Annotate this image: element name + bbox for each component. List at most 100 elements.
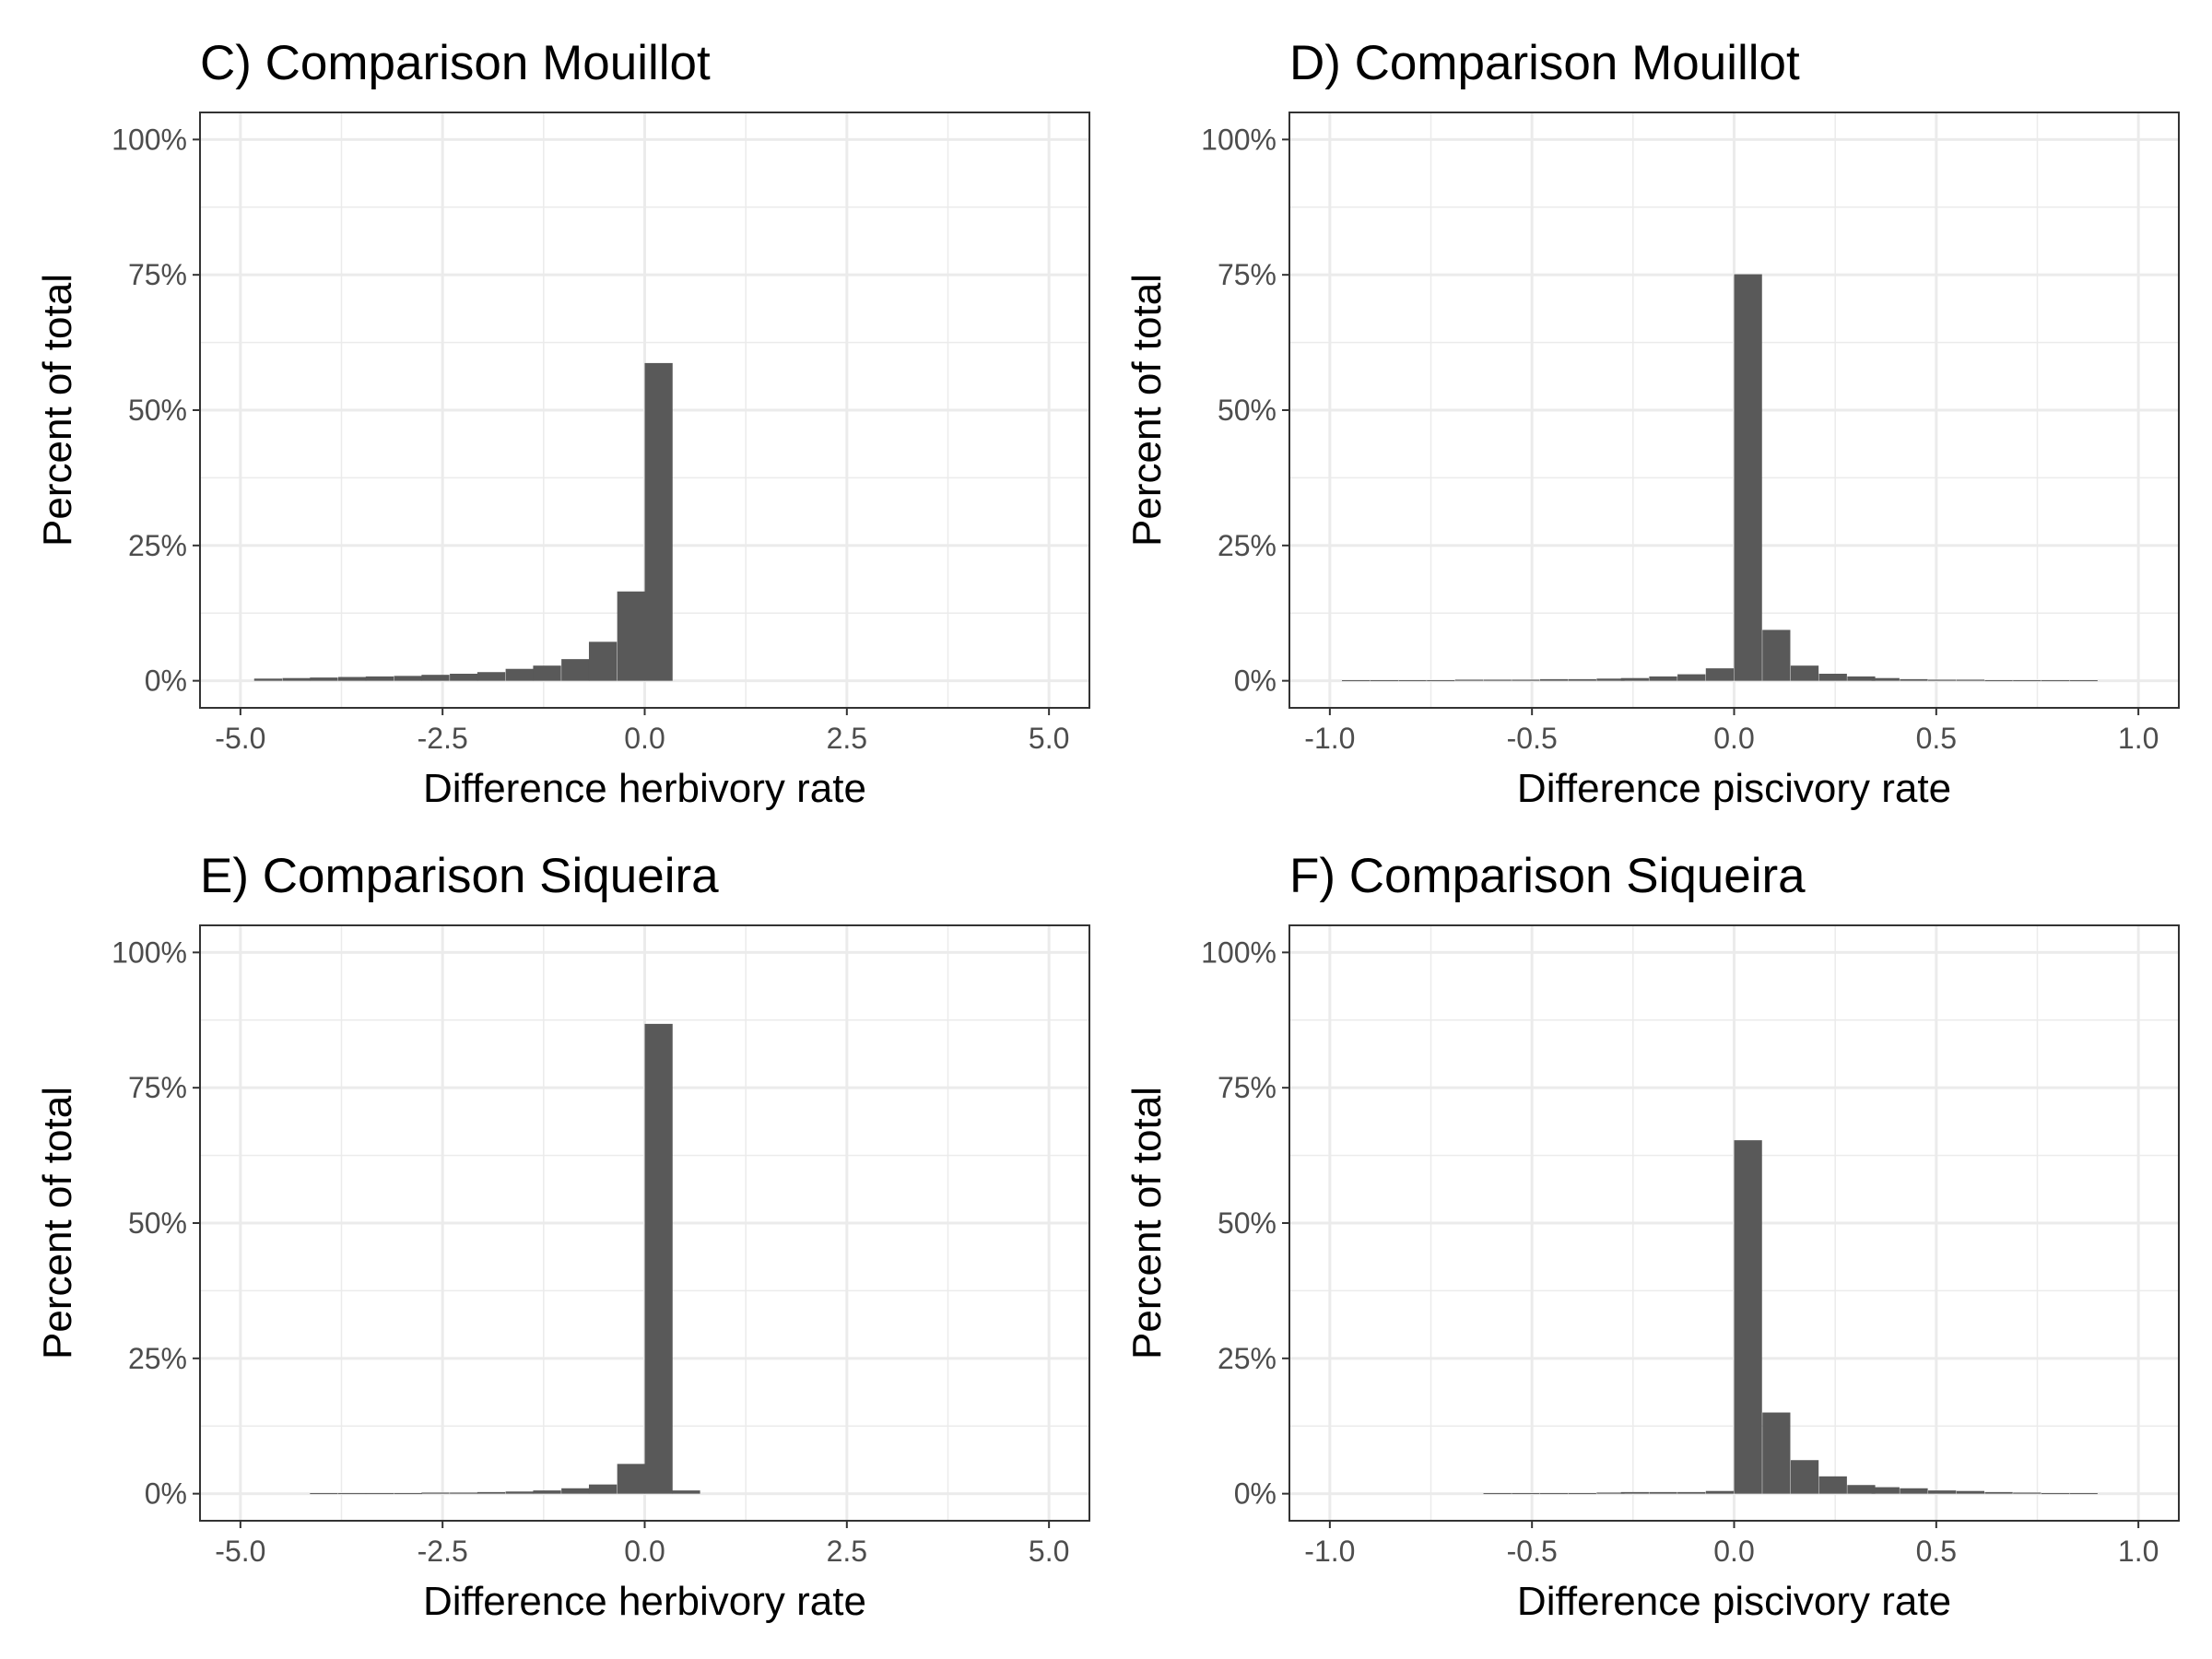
histogram-bar <box>421 1492 450 1494</box>
histogram-bar <box>1900 678 1928 681</box>
histogram-bar <box>1818 674 1847 681</box>
histogram-panel: -5.0 -2.5 0.0 2.5 5.0 0% 25% 50% 75% 100% C) Compa… <box>35 36 1090 811</box>
histogram-bar <box>1818 1476 1847 1494</box>
histogram-bar <box>253 678 283 681</box>
histogram-bar <box>2041 680 2070 682</box>
x-tick-label: -5.0 <box>215 722 265 755</box>
x-tick-label: 2.5 <box>827 722 867 755</box>
histogram-bar <box>2013 1492 2041 1494</box>
histogram-panel: -1.0 -0.5 0.0 0.5 1.0 0% 25% 50% 75% 100% F) Compa… <box>1124 849 2180 1624</box>
x-tick-label: -1.0 <box>1304 1535 1355 1568</box>
histogram-bar <box>2069 680 2098 682</box>
histogram-bar <box>1734 1140 1762 1494</box>
x-tick-label: 0.0 <box>1713 722 1754 755</box>
histogram-bar <box>365 1493 394 1495</box>
histogram-bar <box>450 674 478 681</box>
histogram-bar <box>1596 678 1625 681</box>
x-axis-label: Difference piscivory rate <box>1517 766 1951 811</box>
y-tick-label: 75% <box>128 258 187 291</box>
histogram-bar <box>533 665 561 681</box>
histogram-bar <box>1512 679 1540 681</box>
histogram-bar <box>672 1490 700 1494</box>
histogram-bar <box>1705 1490 1735 1494</box>
histogram-bar <box>1928 1490 1957 1494</box>
histogram-bar <box>1649 1491 1677 1494</box>
x-tick-label: 0.0 <box>1713 1535 1754 1568</box>
y-tick-label: 75% <box>128 1071 187 1104</box>
histogram-bar <box>1568 1493 1596 1495</box>
y-tick-label: 0% <box>1234 1477 1277 1511</box>
y-tick-label: 25% <box>128 529 187 562</box>
histogram-bar <box>1762 1412 1791 1494</box>
histogram-bar <box>1928 679 1957 681</box>
histogram-bar <box>1568 678 1596 681</box>
y-tick-label: 100% <box>1201 935 1277 969</box>
y-tick-label: 0% <box>145 1477 187 1511</box>
x-tick-label: -0.5 <box>1507 722 1558 755</box>
x-tick-label: 0.0 <box>624 722 665 755</box>
x-tick-label: 2.5 <box>827 1535 867 1568</box>
y-tick-label: 100% <box>112 935 187 969</box>
histogram-bar <box>2069 1493 2098 1495</box>
panel-title: E) Comparison Siqueira <box>200 849 719 903</box>
x-tick-label: -2.5 <box>418 1535 468 1568</box>
histogram-bar <box>505 668 534 681</box>
x-axis-label: Difference herbivory rate <box>423 1579 866 1624</box>
panel-title: F) Comparison Siqueira <box>1289 849 1806 903</box>
histogram-bar <box>505 1491 534 1494</box>
histogram-bar <box>1342 680 1371 682</box>
histogram-bar <box>2041 1493 2070 1495</box>
y-tick-label: 25% <box>1218 529 1277 562</box>
histogram-bar <box>533 1490 561 1494</box>
x-tick-label: 0.5 <box>1916 1535 1957 1568</box>
y-axis-label: Percent of total <box>35 274 80 547</box>
histogram-bar <box>1620 1491 1649 1494</box>
x-tick-label: -1.0 <box>1304 722 1355 755</box>
x-tick-label: 0.5 <box>1916 722 1957 755</box>
y-tick-label: 25% <box>128 1342 187 1375</box>
histogram-bar <box>561 659 590 681</box>
x-tick-label: -0.5 <box>1507 1535 1558 1568</box>
histogram-bar <box>1956 1490 1985 1494</box>
histogram-bar <box>617 591 645 681</box>
x-axis-label: Difference piscivory rate <box>1517 1579 1951 1624</box>
histogram-bar <box>1871 1487 1900 1494</box>
y-tick-label: 75% <box>1218 1071 1277 1104</box>
x-tick-label: -5.0 <box>215 1535 265 1568</box>
histogram-bar <box>338 1493 367 1495</box>
histogram-bar <box>1483 1493 1512 1495</box>
y-tick-label: 75% <box>1218 258 1277 291</box>
x-tick-label: 0.0 <box>624 1535 665 1568</box>
histogram-bar <box>1539 678 1569 681</box>
histogram-bar <box>1847 676 1876 681</box>
y-tick-label: 50% <box>1218 1206 1277 1240</box>
y-tick-label: 0% <box>1234 665 1277 698</box>
histogram-bar <box>282 677 311 681</box>
histogram-bar <box>588 1484 618 1494</box>
histogram-bar <box>644 362 673 681</box>
histogram-bar <box>1956 679 1985 681</box>
x-tick-label: -2.5 <box>418 722 468 755</box>
histogram-bar <box>1762 629 1791 681</box>
histogram-bar <box>617 1464 645 1494</box>
histogram-bar <box>1483 679 1512 681</box>
y-tick-label: 0% <box>145 665 187 698</box>
y-axis-label: Percent of total <box>1124 274 1170 547</box>
histogram-bar <box>561 1488 590 1494</box>
histogram-bar <box>1596 1492 1625 1494</box>
histogram-bar <box>2013 680 2041 682</box>
histogram-bar <box>394 1493 422 1495</box>
histogram-bar <box>1398 680 1427 682</box>
panel-title: D) Comparison Mouillot <box>1289 36 1800 90</box>
y-tick-label: 50% <box>128 1206 187 1240</box>
histogram-bar <box>1847 1485 1876 1494</box>
histogram-bar <box>310 677 338 681</box>
histogram-panel: -5.0 -2.5 0.0 2.5 5.0 0% 25% 50% 75% 100% E) Compa… <box>35 849 1090 1624</box>
x-tick-label: 5.0 <box>1029 1535 1069 1568</box>
histogram-bar <box>1790 665 1819 681</box>
y-axis-label: Percent of total <box>1124 1087 1170 1359</box>
histogram-bar <box>1620 677 1649 681</box>
histogram-bar <box>1900 1488 1928 1494</box>
histogram-bar <box>477 672 506 681</box>
